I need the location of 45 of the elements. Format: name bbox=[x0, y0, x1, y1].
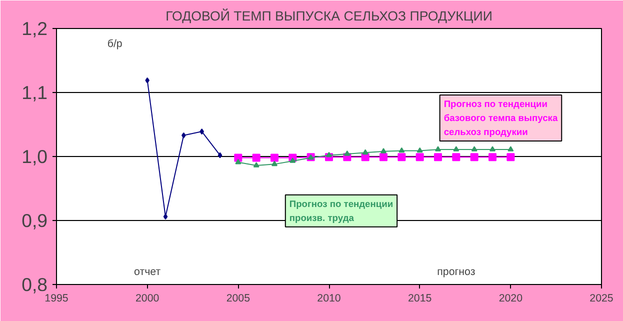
point bbox=[452, 153, 460, 162]
x-tick-label: 1995 bbox=[44, 292, 68, 304]
point bbox=[470, 153, 478, 162]
y-tick-label: 1,1 bbox=[22, 82, 48, 103]
x-tick-label: 2015 bbox=[408, 292, 432, 304]
point bbox=[326, 152, 332, 158]
point bbox=[253, 162, 260, 168]
point bbox=[416, 153, 424, 162]
annotation: прогноз bbox=[437, 266, 476, 278]
point bbox=[508, 146, 514, 152]
point bbox=[252, 154, 260, 162]
point bbox=[490, 146, 496, 152]
point bbox=[380, 148, 386, 154]
point bbox=[218, 152, 222, 158]
series-label: Прогноз по тенденции базового темпа выпуска сельхоз продукии bbox=[444, 99, 558, 138]
chart-title: ГОДОВОЙ ТЕМП ВЫПУСКА СЕЛЬХОЗ ПРОДУКЦИИ bbox=[166, 8, 492, 24]
point bbox=[416, 147, 423, 153]
point bbox=[506, 153, 515, 162]
point bbox=[163, 214, 168, 220]
x-tick-label: 2010 bbox=[317, 292, 341, 304]
y-axis-title: б/р bbox=[107, 38, 122, 50]
y-tick-label: 0,9 bbox=[22, 210, 48, 231]
point bbox=[380, 153, 388, 162]
point bbox=[344, 150, 350, 156]
x-tick-label: 2025 bbox=[590, 292, 614, 304]
point bbox=[235, 158, 242, 164]
point bbox=[398, 153, 406, 162]
point bbox=[453, 146, 460, 152]
text: Прогноз по тенденции произв. труда bbox=[289, 198, 394, 223]
point bbox=[290, 158, 296, 163]
point bbox=[398, 147, 405, 153]
y-tick-label: 1,2 bbox=[22, 18, 48, 39]
x-tick-label: 2020 bbox=[498, 292, 523, 304]
point bbox=[488, 153, 496, 162]
point bbox=[362, 149, 368, 155]
point bbox=[434, 153, 442, 162]
point bbox=[272, 160, 278, 166]
x-tick-label: 2005 bbox=[226, 292, 250, 304]
x-tick-label: 2000 bbox=[135, 292, 160, 304]
point bbox=[435, 146, 441, 152]
y-tick-label: 0,8 bbox=[22, 274, 48, 295]
point bbox=[471, 146, 478, 152]
point bbox=[270, 154, 278, 162]
y-tick-label: 1,0 bbox=[22, 146, 48, 167]
annotation: отчет bbox=[134, 266, 161, 278]
